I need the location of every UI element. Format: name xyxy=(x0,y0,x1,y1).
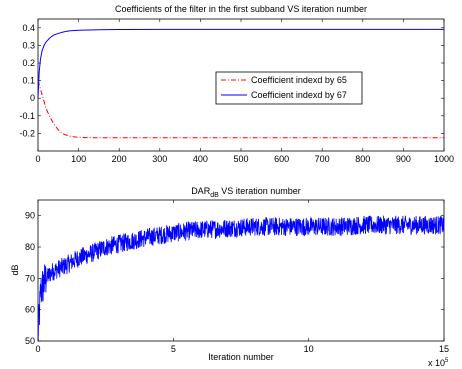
top-x-tick-label: 300 xyxy=(152,154,167,164)
top-x-tick-label: 0 xyxy=(35,154,40,164)
bottom-axis-ticks: 0 5 10 15 50 60 70 80 90 xyxy=(25,200,449,354)
bottom-y-axis-label: dB xyxy=(10,264,20,275)
top-y-tick-label: 0.3 xyxy=(22,40,35,50)
bottom-x-tick-label: 5 xyxy=(171,344,176,354)
bottom-x-multiplier: x 105 xyxy=(428,358,449,368)
bottom-y-tick-label: 60 xyxy=(25,305,35,315)
legend-label-67: Coefficient indexd by 67 xyxy=(251,90,347,100)
bottom-title-suffix: VS iteration number xyxy=(219,186,301,196)
legend-box xyxy=(215,71,363,105)
top-x-tick-label: 1000 xyxy=(434,154,454,164)
multiplier-base: x 10 xyxy=(428,358,445,368)
bottom-y-tick-label: 50 xyxy=(25,336,35,346)
top-x-tick-label: 600 xyxy=(274,154,289,164)
top-axis-ticks: 0 100 200 300 400 500 600 700 800 900 1000 -0.2 -0.1… xyxy=(19,19,454,164)
bottom-x-axis-label: Iteration number xyxy=(208,352,274,362)
top-x-tick-label: 900 xyxy=(396,154,411,164)
bottom-subplot: DARdB VS iteration number 0 5 10 1550607080… xyxy=(10,186,449,368)
top-subplot: Coefficients of the filter in the first … xyxy=(19,4,454,164)
top-x-tick-label: 700 xyxy=(315,154,330,164)
series-coefficient-67 xyxy=(37,28,444,99)
bottom-y-tick-label: 80 xyxy=(25,242,35,252)
top-x-tick-label: 800 xyxy=(355,154,370,164)
bottom-title-subscript: dB xyxy=(210,192,219,199)
top-series xyxy=(37,28,444,139)
bottom-y-tick-label: 90 xyxy=(25,211,35,221)
bottom-x-tick-label: 15 xyxy=(439,344,449,354)
bottom-chart-title: DARdB VS iteration number xyxy=(191,186,301,199)
top-x-tick-label: 200 xyxy=(112,154,127,164)
bottom-series xyxy=(37,215,445,342)
top-y-tick-label: -0.2 xyxy=(19,128,35,138)
top-y-tick-label: 0.1 xyxy=(22,76,35,86)
multiplier-exponent: 5 xyxy=(445,358,449,364)
bottom-x-tick-label: 0 xyxy=(35,344,40,354)
top-x-tick-label: 100 xyxy=(71,154,86,164)
bottom-y-tick-label: 70 xyxy=(25,273,35,283)
top-y-tick-label: 0.4 xyxy=(22,23,35,33)
legend: Coefficient indexd by 65 Coefficient ind… xyxy=(215,71,363,105)
bottom-title-main: DAR xyxy=(191,186,211,196)
top-y-tick-label: -0.1 xyxy=(19,111,35,121)
top-y-tick-label: 0 xyxy=(30,93,35,103)
top-x-tick-label: 500 xyxy=(233,154,248,164)
top-y-tick-label: 0.2 xyxy=(22,58,35,68)
legend-label-65: Coefficient indexd by 65 xyxy=(251,75,347,85)
series-dar xyxy=(37,215,445,342)
series-coefficient-65 xyxy=(37,80,444,139)
top-chart-title: Coefficients of the filter in the first … xyxy=(115,4,367,14)
bottom-x-tick-label: 10 xyxy=(304,344,314,354)
top-x-tick-label: 400 xyxy=(193,154,208,164)
